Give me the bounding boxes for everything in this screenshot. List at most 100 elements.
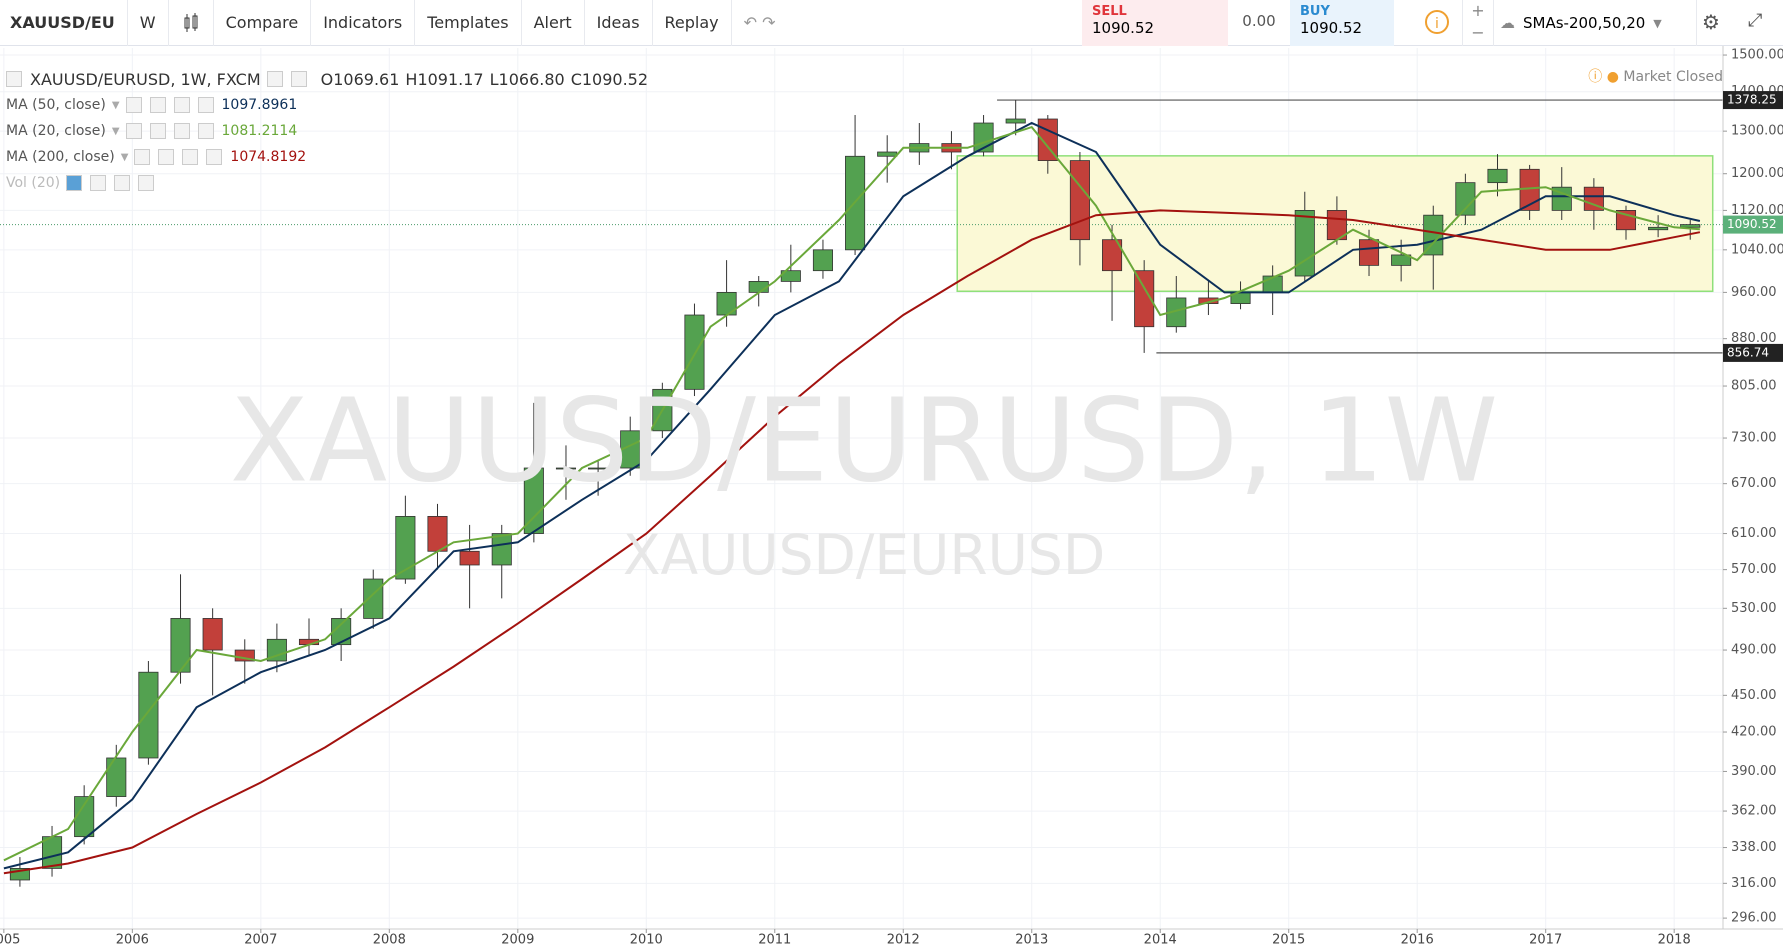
settings-button[interactable]: ⚙ bbox=[1702, 10, 1720, 34]
ma-control[interactable] bbox=[125, 123, 142, 139]
watermark: XAUUSD/EURUSD, 1W bbox=[230, 375, 1499, 509]
legend: XAUUSD/EURUSD, 1W, FXCM O1069.61 H1091.17 L… bbox=[6, 66, 648, 196]
replay-button[interactable]: Replay bbox=[653, 0, 732, 46]
candle-body bbox=[1005, 118, 1026, 124]
candle-body bbox=[1391, 254, 1412, 266]
ma-control[interactable] bbox=[173, 97, 190, 113]
candle-body bbox=[266, 638, 287, 662]
templates-label: Templates bbox=[427, 13, 509, 32]
buy-label: BUY bbox=[1300, 4, 1330, 19]
gear-icon[interactable] bbox=[290, 71, 307, 87]
ma-control[interactable] bbox=[173, 123, 190, 139]
template-name: SMAs-200,50,20 bbox=[1523, 14, 1646, 32]
candle-body bbox=[331, 618, 352, 646]
collapse-icon[interactable] bbox=[6, 71, 22, 87]
x-tick-label: 2017 bbox=[1529, 933, 1562, 946]
y-tick-label: 296.00 bbox=[1731, 911, 1777, 926]
volume-label: Vol (20) bbox=[6, 175, 61, 191]
chart: XAUUSD/EURUSD, 1W XAUUSD/EURUSD 296.00 31… bbox=[0, 46, 1783, 946]
add-icon[interactable] bbox=[114, 175, 131, 191]
candle-body bbox=[1455, 182, 1476, 216]
ma-control[interactable] bbox=[134, 149, 151, 165]
y-tick-label: 730.00 bbox=[1731, 431, 1777, 446]
y-tick-label: 316.00 bbox=[1731, 876, 1777, 891]
ma-value: 1074.8192 bbox=[230, 149, 307, 165]
x-tick-label: 2005 bbox=[0, 933, 20, 946]
interval[interactable]: W bbox=[128, 0, 169, 46]
alert-button[interactable]: Alert bbox=[522, 0, 585, 46]
chart-style[interactable] bbox=[169, 0, 214, 46]
spread: 0.00 bbox=[1242, 12, 1276, 30]
ohlc-label: C bbox=[570, 69, 582, 89]
ma-control[interactable] bbox=[149, 123, 166, 139]
y-tick-label: 450.00 bbox=[1731, 688, 1777, 703]
candle-body bbox=[1487, 168, 1508, 184]
dropdown: ▼ bbox=[120, 151, 129, 163]
eye-icon[interactable] bbox=[266, 71, 283, 87]
compare-button[interactable]: Compare bbox=[214, 0, 312, 46]
info-icon[interactable]: i bbox=[1425, 10, 1449, 34]
indicators-button[interactable]: Indicators bbox=[311, 0, 416, 46]
ma-control[interactable] bbox=[197, 123, 214, 139]
candle-body bbox=[1037, 118, 1058, 161]
x-tick-label: 2018 bbox=[1658, 933, 1691, 946]
candle-body bbox=[234, 649, 255, 662]
candle-body bbox=[395, 515, 416, 580]
candle-body bbox=[1134, 270, 1155, 328]
sell-price: 1090.52 bbox=[1092, 19, 1155, 37]
candle-body bbox=[427, 515, 448, 552]
candle-body bbox=[1423, 214, 1444, 256]
x-tick-label: 2013 bbox=[1015, 933, 1048, 946]
ohlc: O1069.61 H1091.17 L1066.80 C1090.52 bbox=[315, 70, 648, 89]
ma-row: MA (20, close) ▼ 1081.2114 bbox=[6, 118, 648, 144]
ma-control[interactable] bbox=[125, 97, 142, 113]
ohlc-value: 1066.80 bbox=[498, 69, 565, 89]
zoom-buttons[interactable]: + − bbox=[1462, 0, 1494, 46]
templates-button[interactable]: Templates bbox=[415, 0, 522, 46]
remove-icon[interactable] bbox=[138, 175, 155, 191]
candle-body bbox=[555, 467, 577, 470]
candle-body bbox=[170, 618, 191, 673]
eye-icon[interactable] bbox=[66, 175, 83, 191]
candle-body bbox=[1102, 239, 1123, 272]
ideas-label: Ideas bbox=[596, 13, 640, 32]
ma-control[interactable] bbox=[149, 97, 166, 113]
ma-row: MA (50, close) ▼ 1097.8961 bbox=[6, 92, 648, 118]
ma-name: MA (50, close) bbox=[6, 97, 106, 113]
y-tick-label: 1120.00 bbox=[1731, 203, 1783, 218]
market-status: ⓘ ● Market Closed bbox=[1588, 66, 1723, 86]
candle-body bbox=[1358, 239, 1380, 266]
indicators-label: Indicators bbox=[323, 13, 403, 32]
ma-control[interactable] bbox=[158, 149, 175, 165]
y-tick-label: 610.00 bbox=[1731, 526, 1777, 541]
candle-body bbox=[138, 671, 159, 759]
ma-control[interactable] bbox=[206, 149, 223, 165]
ma-control[interactable] bbox=[182, 149, 199, 165]
y-tick-label: 1040.00 bbox=[1731, 242, 1783, 257]
candle-body bbox=[459, 550, 480, 566]
candle-body bbox=[1680, 224, 1701, 228]
gear-icon[interactable] bbox=[90, 175, 107, 191]
candle-body bbox=[1583, 186, 1604, 211]
candle-body bbox=[491, 533, 512, 566]
level-label: 856.74 bbox=[1727, 345, 1769, 359]
y-tick-label: 880.00 bbox=[1731, 331, 1777, 346]
x-tick-label: 2015 bbox=[1272, 933, 1305, 946]
ideas-button[interactable]: Ideas bbox=[585, 0, 653, 46]
axes: 296.00 316.00 338.00 362.00 390.00 420.00 450.… bbox=[0, 48, 1783, 946]
ohlc-value: 1090.52 bbox=[581, 69, 649, 89]
candle-body bbox=[812, 249, 833, 272]
ma-row: MA (200, close) ▼ 1074.8192 bbox=[6, 144, 648, 170]
template-selector[interactable]: ☁ SMAs-200,50,20 ▼ bbox=[1500, 0, 1697, 46]
buy-button[interactable]: BUY 1090.52 bbox=[1290, 0, 1394, 46]
sell-button[interactable]: SELL 1090.52 bbox=[1082, 0, 1228, 46]
ma-control[interactable] bbox=[197, 97, 214, 113]
symbol-search[interactable]: XAUUSD/EU bbox=[0, 0, 128, 46]
ma-rows: MA (50, close) ▼ 1097.8961 MA (20, close) ▼ 1… bbox=[6, 92, 648, 170]
x-tick-label: 2008 bbox=[373, 933, 406, 946]
fullscreen-button[interactable]: ⤢ bbox=[1748, 10, 1763, 31]
ma-line bbox=[3, 121, 1701, 870]
watermark-group: XAUUSD/EURUSD, 1W XAUUSD/EURUSD bbox=[230, 375, 1499, 587]
undo-redo[interactable]: ↶ ↷ bbox=[743, 13, 776, 32]
